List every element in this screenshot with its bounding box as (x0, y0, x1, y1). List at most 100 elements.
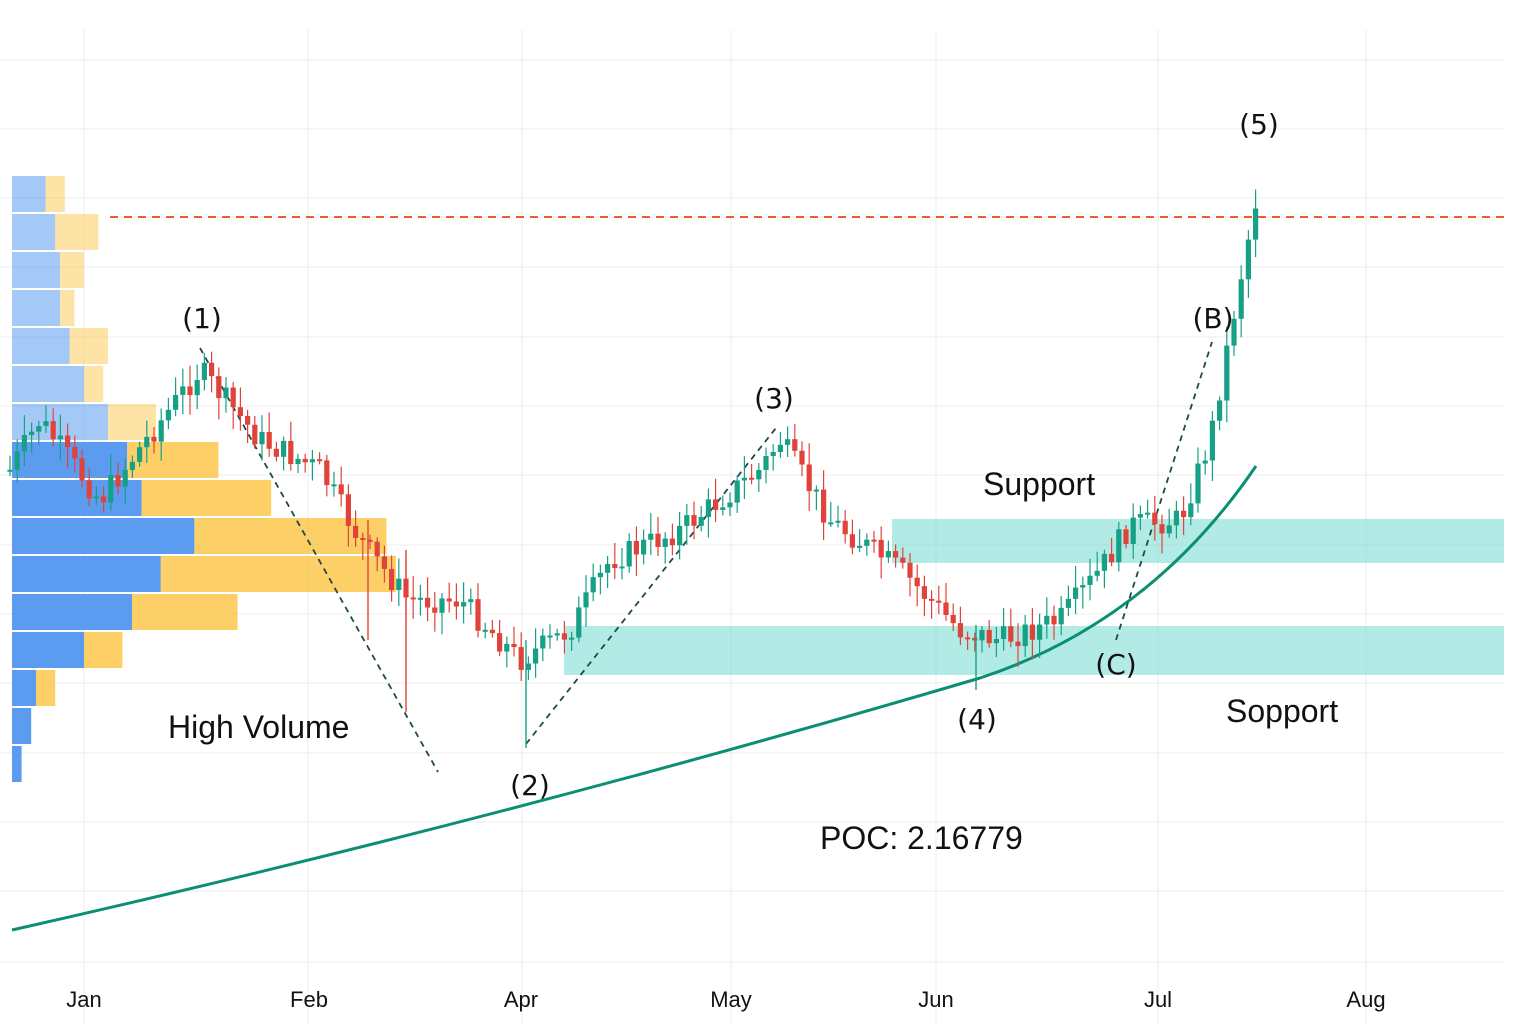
wave-label-5: (5) (1239, 108, 1279, 141)
wave-label-2: (2) (510, 769, 550, 802)
candle-body (921, 586, 927, 599)
candle-body (180, 386, 186, 395)
candle-body (1109, 553, 1115, 563)
candle-body (504, 643, 510, 652)
candle-body (907, 562, 913, 578)
candle-body (950, 614, 956, 624)
candle-body (691, 515, 697, 526)
candle-body (79, 458, 85, 481)
candle-body (792, 439, 798, 451)
candle-body (381, 556, 387, 569)
candle-body (324, 460, 330, 486)
candle-body (1101, 553, 1107, 571)
volume-bar-blue (12, 176, 46, 212)
candle-body (309, 459, 315, 463)
candle-body (993, 639, 999, 644)
candle-body (576, 607, 582, 638)
volume-bar-blue (12, 366, 84, 402)
candle-body (288, 440, 294, 464)
candle-body (468, 599, 474, 603)
candle-body (57, 435, 63, 440)
candle-body (1123, 529, 1129, 544)
candle-body (86, 480, 92, 499)
volume-bar-yellow (160, 556, 396, 592)
support-label: Support (983, 466, 1095, 502)
candle-body (583, 592, 589, 608)
volume-bar-blue (12, 442, 128, 478)
candle-body (338, 484, 344, 495)
candle-body (1065, 598, 1071, 608)
candle-body (165, 409, 171, 421)
candle-body (273, 448, 279, 457)
candle-body (518, 647, 524, 670)
candle-body (453, 601, 459, 607)
candle-body (1159, 524, 1165, 534)
x-tick-label: Feb (290, 987, 328, 1012)
volume-bar-yellow (69, 328, 108, 364)
candle-body (1080, 584, 1086, 588)
candle-body (374, 541, 380, 557)
volume-bar-blue (12, 556, 161, 592)
x-tick-label: Jan (66, 987, 101, 1012)
candle-body (281, 440, 287, 457)
candle-body (684, 515, 690, 526)
candle-body (237, 407, 243, 416)
volume-bar-yellow (60, 290, 75, 326)
candle-body (554, 633, 560, 636)
candle-body (590, 577, 596, 593)
candle-body (194, 380, 200, 396)
candle-body (1145, 512, 1151, 515)
candle-body (561, 633, 567, 640)
candle-body (367, 539, 373, 542)
candle-body (1001, 626, 1007, 640)
candle-body (1245, 239, 1251, 280)
candle-body (857, 545, 863, 548)
candle-body (965, 637, 971, 640)
candle-body (1253, 208, 1259, 240)
candle-body (569, 637, 575, 640)
candle-body (648, 533, 654, 540)
high-volume-label: High Volume (168, 709, 349, 745)
candle-body (389, 568, 395, 591)
candle-body (144, 436, 150, 448)
candle-body (266, 432, 272, 449)
candle-body (979, 629, 985, 641)
poc-label: POC: 2.16779 (820, 820, 1023, 856)
candle-body (223, 387, 229, 399)
candle-body (1015, 641, 1021, 647)
candle-body (317, 459, 323, 462)
candle-body (259, 432, 265, 445)
volume-bar-yellow (108, 404, 156, 440)
candle-body (1073, 587, 1079, 599)
volume-bar-blue (12, 670, 36, 706)
candle-body (511, 643, 517, 648)
candle-body (345, 494, 351, 526)
volume-profile (12, 176, 396, 782)
candle-body (410, 597, 416, 600)
candle-body (72, 446, 78, 459)
candle-body (151, 436, 157, 442)
candle-body (749, 477, 755, 480)
candle-body (972, 637, 978, 641)
candle-body (1231, 318, 1237, 346)
notes: High Volume Support Sopport POC: 2.16779 (168, 466, 1338, 856)
candle-body (461, 602, 467, 607)
candle-body (302, 458, 308, 463)
volume-bar-yellow (84, 366, 104, 402)
candle-body (842, 520, 848, 535)
x-tick-label: May (710, 987, 752, 1012)
candle-body (633, 541, 639, 555)
candle-body (446, 598, 452, 602)
candle-body (21, 435, 27, 452)
volume-bar-yellow (45, 176, 65, 212)
candle-body (14, 451, 20, 470)
candle-body (489, 629, 495, 634)
candle-body (1202, 460, 1208, 464)
candle-body (1037, 624, 1043, 640)
candle-body (173, 394, 179, 410)
candle-body (230, 387, 236, 408)
volume-bar-blue (12, 594, 132, 630)
candle-body (763, 456, 769, 470)
candle-body (187, 386, 193, 396)
candle-body (201, 362, 207, 381)
